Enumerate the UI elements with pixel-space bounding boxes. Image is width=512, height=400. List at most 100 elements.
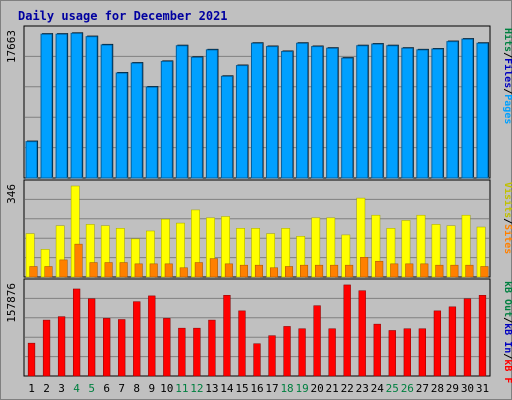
hits-bar bbox=[40, 33, 53, 179]
sites-bar bbox=[405, 263, 414, 278]
day-label: 23 bbox=[356, 382, 369, 395]
sites-bar bbox=[360, 257, 369, 278]
kbytes-panel-legend-item: kB F bbox=[502, 359, 512, 383]
hits-bar bbox=[401, 47, 414, 179]
sites-bar bbox=[209, 258, 218, 278]
day-label: 9 bbox=[148, 382, 155, 395]
hits-bar bbox=[235, 65, 248, 179]
day-label: 20 bbox=[311, 382, 324, 395]
hits-bar bbox=[145, 86, 158, 179]
hits-bar bbox=[160, 60, 173, 179]
kbytes-bar bbox=[448, 306, 457, 377]
hits-panel-legend-item: Hits bbox=[502, 28, 512, 52]
day-label: 26 bbox=[401, 382, 414, 395]
hits-bar bbox=[281, 51, 294, 179]
day-label: 12 bbox=[190, 382, 203, 395]
hits-panel-legend-item: Pages bbox=[502, 94, 512, 124]
sites-bar bbox=[164, 263, 173, 278]
sites-bar bbox=[465, 264, 474, 278]
day-label: 3 bbox=[58, 382, 65, 395]
sites-bar bbox=[89, 262, 98, 278]
sites-bar bbox=[239, 264, 248, 278]
sites-bar bbox=[285, 266, 294, 278]
kbytes-bar bbox=[103, 318, 111, 377]
kbytes-bar bbox=[163, 318, 171, 377]
kbytes-bar bbox=[208, 319, 216, 377]
hits-bar bbox=[446, 41, 459, 179]
kbytes-bar bbox=[193, 327, 201, 377]
hits-bar bbox=[431, 48, 444, 179]
kbytes-bar bbox=[88, 298, 96, 377]
hits-bar bbox=[130, 62, 143, 179]
kbytes-panel-legend-separator: / bbox=[502, 353, 512, 359]
hits-bar bbox=[371, 43, 384, 179]
kbytes-bar bbox=[463, 298, 472, 377]
sites-bar bbox=[390, 263, 399, 278]
kbytes-panel-legend-item: kB In bbox=[502, 323, 512, 353]
day-label: 29 bbox=[446, 382, 459, 395]
chart-title: Daily usage for December 2021 bbox=[18, 9, 228, 23]
sites-bar bbox=[480, 266, 489, 278]
kbytes-bar bbox=[178, 327, 186, 377]
visits-panel-legend: Visits/Sites bbox=[502, 182, 512, 254]
hits-panel-legend-separator: / bbox=[502, 88, 512, 94]
kbytes-bar bbox=[388, 330, 396, 377]
kbytes-bar bbox=[403, 328, 411, 377]
hits-bar bbox=[115, 72, 128, 179]
hits-bar bbox=[416, 49, 429, 179]
hits-bar bbox=[190, 56, 203, 179]
hits-bar bbox=[326, 47, 339, 179]
day-label: 28 bbox=[431, 382, 444, 395]
kbytes-panel-legend-item: kB Out bbox=[502, 281, 512, 317]
kbytes-bar bbox=[57, 316, 66, 377]
day-label: 14 bbox=[220, 382, 234, 395]
sites-bar bbox=[74, 243, 83, 278]
kbytes-bar bbox=[343, 284, 351, 377]
hits-bar bbox=[205, 49, 218, 179]
kbytes-panel-max-label: 157876 bbox=[5, 283, 18, 323]
kbytes-bar bbox=[72, 288, 81, 377]
kbytes-bar bbox=[433, 310, 442, 377]
day-label: 13 bbox=[205, 382, 218, 395]
hits-bar bbox=[341, 57, 354, 179]
hits-bar bbox=[476, 42, 489, 179]
hits-bar bbox=[250, 42, 264, 179]
day-label: 11 bbox=[175, 382, 188, 395]
sites-bar bbox=[44, 266, 53, 278]
visits-panel-legend-separator: / bbox=[502, 218, 512, 224]
sites-bar bbox=[134, 263, 143, 278]
hits-bar bbox=[100, 44, 113, 179]
day-label: 31 bbox=[476, 382, 489, 395]
sites-bar bbox=[420, 263, 429, 278]
kbytes-bar bbox=[238, 310, 246, 377]
kbytes-bar bbox=[42, 319, 51, 377]
kbytes-bar bbox=[253, 343, 261, 377]
hits-panel-max-label: 17663 bbox=[5, 30, 18, 63]
hits-bar bbox=[175, 45, 188, 179]
hits-panel-legend-item: Files bbox=[502, 58, 512, 88]
hits-panel-legend: Hits/Files/Pages bbox=[502, 28, 512, 124]
kbytes-bar bbox=[478, 295, 487, 377]
hits-bar bbox=[70, 32, 83, 179]
kbytes-bar bbox=[373, 323, 381, 377]
hits-bar bbox=[220, 75, 233, 179]
day-label: 4 bbox=[73, 382, 80, 395]
sites-bar bbox=[104, 262, 113, 278]
kbytes-bar bbox=[313, 305, 321, 377]
visits-panel-legend-item: Visits bbox=[502, 182, 512, 218]
sites-bar bbox=[59, 259, 68, 278]
day-label: 18 bbox=[280, 382, 293, 395]
sites-bar bbox=[330, 264, 339, 278]
day-label: 17 bbox=[265, 382, 278, 395]
visits-panel-legend-item: Sites bbox=[502, 224, 512, 254]
hits-bar bbox=[386, 45, 399, 179]
sites-bar bbox=[224, 263, 233, 278]
kbytes-bar bbox=[283, 326, 291, 377]
hits-bar bbox=[55, 33, 68, 179]
sites-bar bbox=[149, 263, 158, 278]
sites-bar bbox=[315, 264, 324, 278]
day-label: 27 bbox=[416, 382, 429, 395]
sites-bar bbox=[450, 264, 459, 278]
